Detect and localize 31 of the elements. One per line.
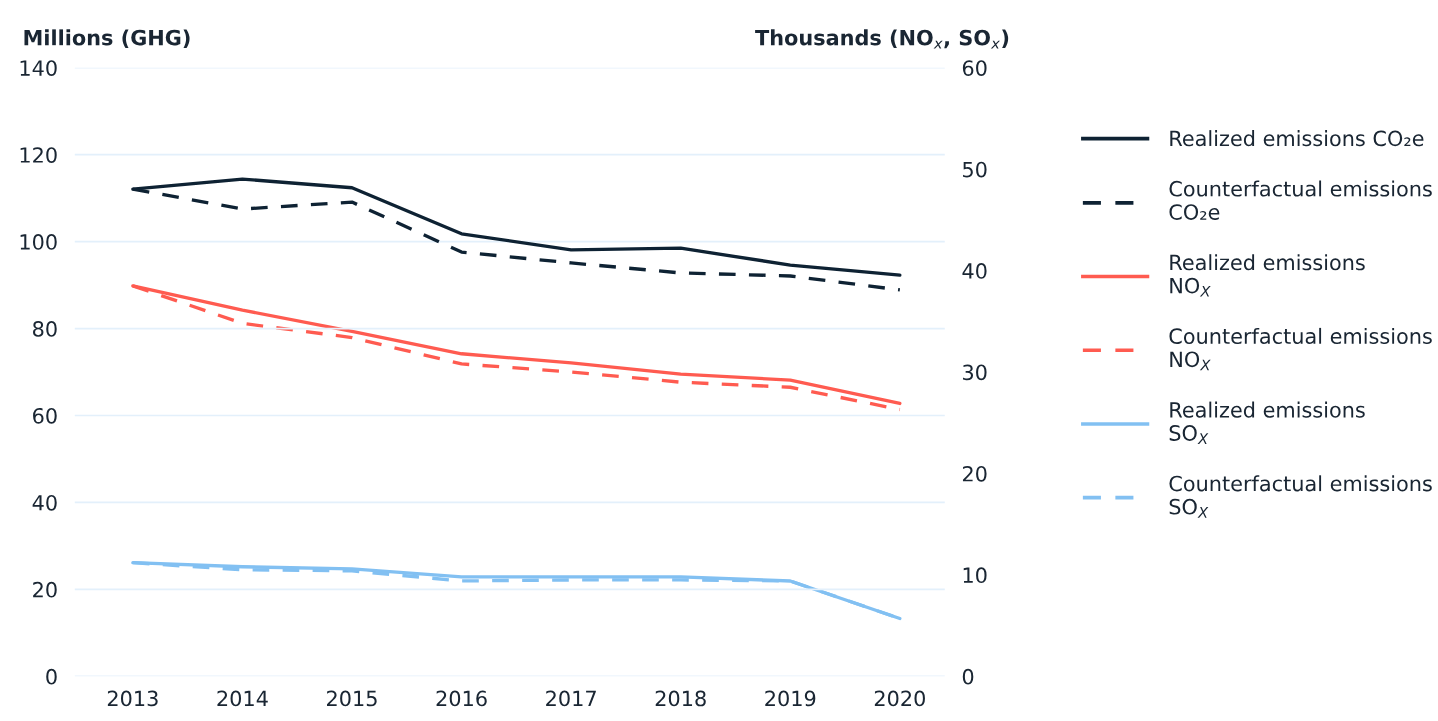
legend-label: Realized emissions CO₂e	[1170, 130, 1424, 147]
x-tick-label: 2020	[874, 690, 925, 707]
x-tick-label: 2019	[765, 690, 816, 707]
y2-tick-label: 60	[962, 60, 987, 76]
y2-tick-label: 40	[962, 263, 987, 279]
y2-tick-label: 0	[962, 668, 974, 685]
y-tick-label: 140	[20, 60, 57, 76]
y-tick-label: 60	[33, 407, 57, 424]
x-tick-label: 2013	[107, 690, 158, 707]
x-tick-label: 2017	[546, 690, 596, 707]
y2-tick-label: 30	[963, 364, 987, 381]
x-tick-label: 2014	[217, 690, 268, 707]
y2-tick-label: 50	[963, 161, 987, 178]
y2-tick-label: 10	[963, 567, 987, 584]
legend-label: Counterfactual emissions CO₂e	[1169, 180, 1432, 220]
legend-label: Realized emissions SO$_{X}$	[1169, 401, 1365, 444]
y-tick-label: 20	[33, 581, 57, 598]
y-tick-label: 120	[20, 147, 57, 163]
legend-label: Counterfactual emissions NO$_{X}$	[1169, 327, 1432, 371]
y-axis-title: Millions (GHG)	[24, 29, 190, 48]
x-tick-label: 2018	[655, 690, 706, 707]
x-tick-label: 2015	[327, 690, 377, 707]
legend-label: Realized emissions NO$_{X}$	[1170, 254, 1365, 297]
y2-tick-label: 20	[962, 465, 987, 482]
y-tick-label: 0	[46, 668, 57, 685]
x-tick-label: 2016	[436, 690, 487, 707]
y-tick-label: 40	[32, 494, 57, 511]
y-tick-label: 100	[20, 234, 57, 250]
y-tick-label: 80	[33, 321, 57, 337]
y2-axis-title: Thousands (NO$_{x}$, SO$_{x}$)	[755, 29, 1009, 49]
legend-label: Counterfactual emissions SO$_{X}$	[1169, 475, 1432, 518]
